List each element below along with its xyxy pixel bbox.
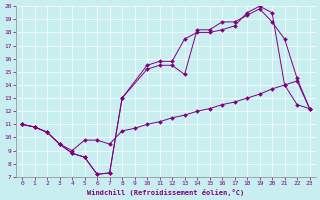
X-axis label: Windchill (Refroidissement éolien,°C): Windchill (Refroidissement éolien,°C): [87, 189, 244, 196]
